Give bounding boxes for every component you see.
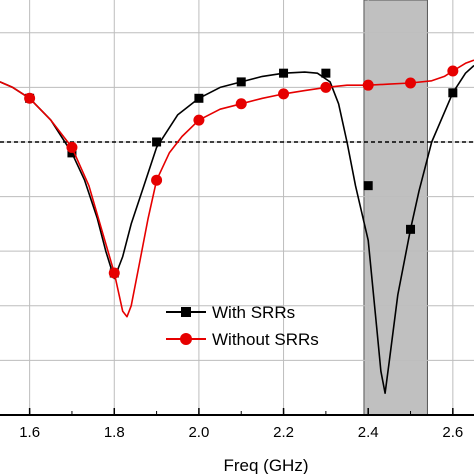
data-point bbox=[321, 68, 331, 78]
data-point bbox=[320, 81, 332, 93]
x-tick-label: 1.8 bbox=[104, 424, 125, 441]
data-point bbox=[193, 114, 205, 126]
x-tick-label: 2.2 bbox=[273, 424, 294, 441]
x-axis-title: Freq (GHz) bbox=[224, 456, 309, 474]
data-point bbox=[406, 224, 416, 234]
data-point bbox=[152, 137, 162, 147]
x-tick-label: 1.6 bbox=[19, 424, 40, 441]
legend-label-with-srrs: With SRRs bbox=[212, 303, 295, 322]
x-tick-label: 2.6 bbox=[442, 424, 463, 441]
data-point bbox=[151, 174, 163, 186]
data-point bbox=[405, 77, 417, 89]
data-point bbox=[279, 68, 289, 78]
data-point bbox=[66, 141, 78, 153]
x-tick-label: 2.0 bbox=[188, 424, 209, 441]
data-point bbox=[448, 88, 458, 98]
legend: With SRRs Without SRRs bbox=[166, 303, 319, 349]
data-point bbox=[236, 77, 246, 87]
axis-layer: 1.6 1.8 2.0 2.2 2.4 2.6 bbox=[0, 408, 474, 441]
data-point bbox=[235, 98, 247, 110]
series-layer bbox=[0, 59, 474, 394]
data-point bbox=[108, 267, 120, 279]
x-tick-label: 2.4 bbox=[358, 424, 379, 441]
legend-marker-without-srrs bbox=[180, 333, 192, 345]
data-point bbox=[194, 93, 204, 103]
data-point bbox=[447, 65, 459, 77]
series-without-srrs bbox=[0, 59, 474, 318]
highlight-band-layer bbox=[363, 0, 428, 416]
data-point bbox=[24, 92, 36, 104]
legend-label-without-srrs: Without SRRs bbox=[212, 330, 319, 349]
data-point bbox=[363, 181, 373, 191]
data-point bbox=[278, 88, 290, 100]
legend-marker-with-srrs bbox=[181, 307, 191, 317]
highlight-band bbox=[363, 0, 428, 416]
data-point bbox=[362, 79, 374, 91]
